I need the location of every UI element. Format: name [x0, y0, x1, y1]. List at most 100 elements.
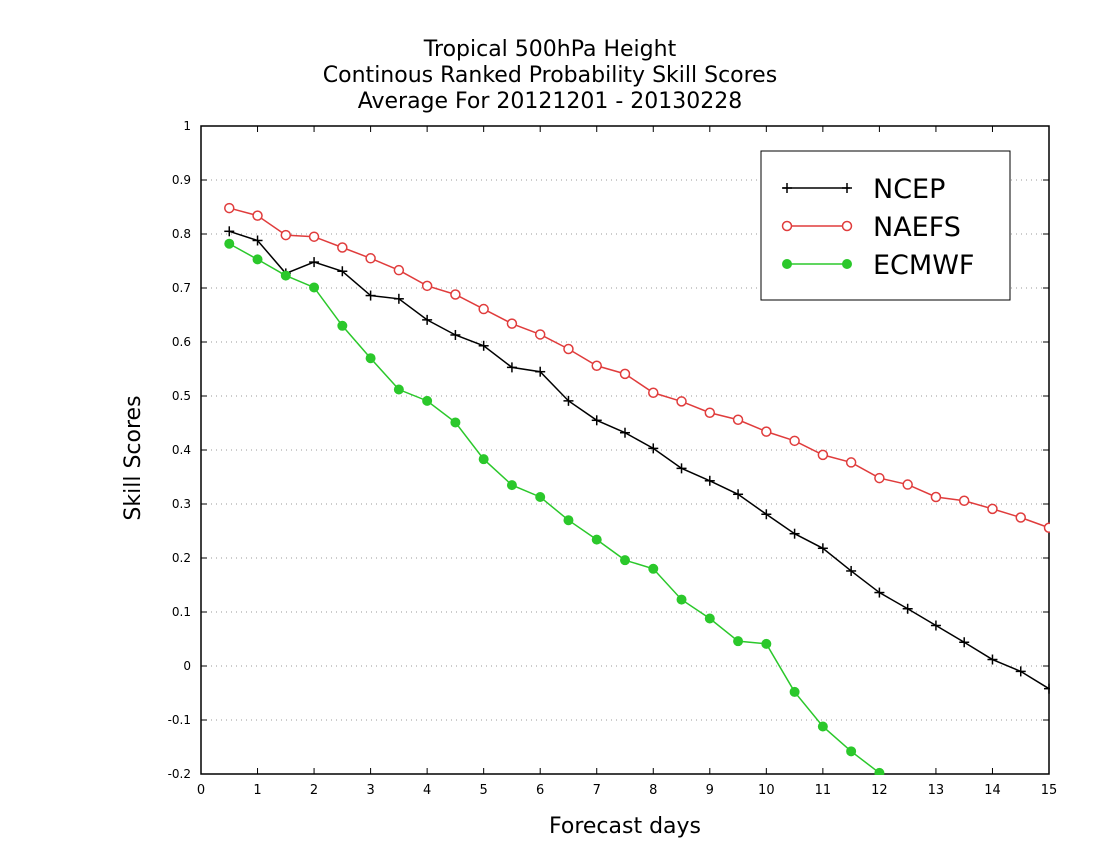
point-naefs [874, 472, 885, 484]
point-ncep [846, 565, 857, 576]
x-axis-label: Forecast days [549, 814, 701, 839]
point-ncep [648, 443, 659, 454]
point-ncep [930, 620, 941, 631]
y-tick-label: -0.1 [168, 713, 191, 727]
point-naefs [619, 368, 631, 380]
point-ncep [506, 362, 517, 373]
point-naefs [563, 343, 574, 355]
point-ecmwf [478, 454, 489, 465]
y-tick-label: 0.1 [172, 605, 191, 619]
x-tick-label: 1 [253, 783, 261, 798]
point-naefs [761, 426, 772, 437]
point-ecmwf [676, 594, 687, 605]
series-ncep [224, 226, 1050, 694]
point-ncep [535, 366, 546, 377]
point-ecmwf [591, 534, 602, 545]
x-tick-label: 10 [758, 783, 775, 798]
point-ncep [789, 528, 800, 539]
point-naefs [478, 303, 489, 315]
point-naefs [506, 318, 518, 329]
point-naefs [817, 449, 829, 461]
point-ncep [422, 314, 433, 325]
point-ncep [959, 637, 970, 648]
point-naefs [591, 360, 602, 372]
point-ncep [676, 463, 687, 474]
point-ecmwf [252, 254, 263, 265]
point-ecmwf [506, 480, 517, 491]
point-ncep [733, 489, 744, 500]
x-tick-label: 11 [815, 783, 832, 798]
series-naefs [224, 202, 1050, 534]
point-ecmwf [224, 238, 235, 249]
point-ecmwf [337, 320, 348, 331]
point-ecmwf [563, 515, 574, 526]
y-tick-label: 0.9 [172, 173, 191, 187]
legend-item-naefs: NAEFS [781, 212, 961, 243]
x-tick-label: 6 [536, 783, 544, 798]
point-naefs [421, 280, 433, 292]
point-naefs [732, 414, 744, 426]
point-ncep [817, 543, 828, 554]
x-tick-label: 3 [366, 783, 374, 798]
legend-item-ncep: NCEP [782, 174, 945, 205]
point-naefs [1015, 512, 1026, 523]
point-ncep [704, 475, 715, 486]
legend-marker-naefs [781, 220, 793, 232]
point-ecmwf [733, 636, 744, 647]
y-tick-label: 0.3 [172, 497, 191, 511]
legend-label-naefs: NAEFS [873, 212, 961, 243]
legend-marker-end-ncep [842, 183, 852, 193]
point-ncep [1044, 683, 1050, 694]
point-ncep [620, 427, 630, 438]
point-naefs [648, 387, 659, 399]
point-naefs [280, 229, 292, 241]
point-naefs [308, 231, 320, 242]
point-ncep [450, 329, 461, 340]
point-ncep [252, 235, 263, 246]
legend: NCEP NAEFS ECMWF [760, 150, 1011, 301]
point-ecmwf [393, 384, 404, 395]
point-ecmwf [280, 270, 291, 281]
point-ecmwf [535, 491, 546, 502]
legend-label-ncep: NCEP [873, 174, 945, 205]
point-ecmwf [648, 563, 659, 574]
point-naefs [930, 491, 942, 503]
y-tick-label: 1 [183, 119, 191, 133]
legend-marker-end-ecmwf [842, 259, 852, 269]
point-ecmwf [620, 555, 630, 566]
point-naefs [393, 264, 405, 276]
series-line-ecmwf [228, 243, 880, 774]
x-tick-label: 9 [706, 783, 714, 798]
y-tick-label: 0.7 [172, 281, 191, 295]
y-tick-label: 0 [183, 659, 191, 673]
y-tick-label: 0.4 [172, 443, 191, 457]
point-ecmwf [846, 746, 857, 757]
legend-marker-end-naefs [841, 220, 853, 232]
point-ncep [987, 654, 998, 665]
legend-marker-ncep [782, 183, 792, 193]
point-ecmwf [704, 613, 715, 624]
point-ncep [874, 587, 885, 598]
point-naefs [224, 202, 235, 214]
point-naefs [1043, 522, 1050, 534]
point-ncep [563, 395, 574, 406]
point-naefs [450, 289, 461, 300]
chart-title-line-3: Average For 20121201 - 20130228 [357, 89, 743, 114]
point-naefs [704, 407, 716, 418]
chart-title-line-1: Tropical 500hPa Height [423, 37, 677, 62]
series-line-ncep [229, 230, 1050, 690]
point-ncep [761, 509, 772, 520]
y-tick-label: 0.8 [172, 227, 191, 241]
point-ecmwf [817, 721, 828, 732]
point-naefs [676, 396, 687, 407]
legend-items: NCEP NAEFS ECMWF [781, 174, 974, 281]
x-tick-label: 4 [423, 783, 431, 798]
series-layer [224, 202, 1050, 775]
point-ncep [224, 226, 235, 237]
x-tick-label: 7 [593, 783, 601, 798]
x-tick-label: 12 [871, 783, 888, 798]
point-naefs [845, 457, 857, 468]
point-naefs [365, 253, 376, 264]
